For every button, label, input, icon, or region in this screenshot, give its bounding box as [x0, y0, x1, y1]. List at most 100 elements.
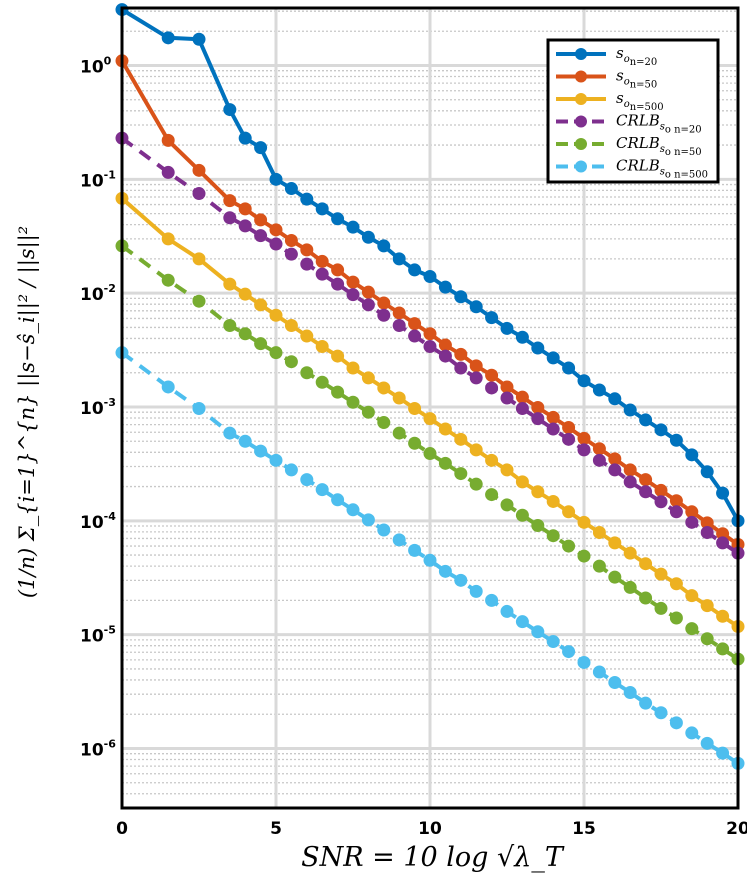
data-point [223, 277, 237, 291]
data-point [161, 380, 175, 394]
data-point [639, 413, 653, 427]
data-point [639, 591, 653, 605]
data-point [669, 716, 683, 730]
data-point [469, 584, 483, 598]
series-layer [115, 3, 745, 770]
data-point [161, 165, 175, 179]
data-point [716, 609, 730, 623]
data-point [546, 529, 560, 543]
data-point [469, 477, 483, 491]
legend-label: son=50 [616, 67, 657, 91]
data-point [654, 706, 668, 720]
data-point [423, 447, 437, 461]
data-point [269, 237, 283, 251]
data-point [685, 515, 699, 529]
data-point [485, 593, 499, 607]
data-point [223, 426, 237, 440]
data-point [592, 559, 606, 573]
data-point [346, 288, 360, 302]
data-point [623, 580, 637, 594]
y-tick-label: 10-4 [80, 510, 116, 533]
data-point [515, 401, 529, 415]
series-4 [115, 131, 745, 560]
data-point [562, 505, 576, 519]
data-point [716, 746, 730, 760]
data-point [269, 346, 283, 360]
y-tick-label: 10-1 [80, 168, 116, 191]
data-point [346, 275, 360, 289]
data-point [562, 539, 576, 553]
data-point [331, 277, 345, 291]
data-point [562, 645, 576, 659]
y-tick-label: 10-5 [80, 624, 116, 647]
data-point [669, 577, 683, 591]
legend-entry: son=20 [556, 44, 657, 68]
data-point [346, 503, 360, 517]
data-point [531, 341, 545, 355]
data-point [161, 232, 175, 246]
data-point [546, 410, 560, 424]
data-point [238, 219, 252, 233]
data-point [669, 494, 683, 508]
data-point [269, 223, 283, 237]
x-tick-label: 5 [270, 819, 282, 839]
data-point [346, 395, 360, 409]
plot-frame [120, 6, 740, 810]
y-tick-label: 100 [80, 55, 112, 78]
data-point [515, 615, 529, 629]
data-point [408, 543, 422, 557]
data-point [654, 483, 668, 497]
data-point [654, 601, 668, 615]
y-tick-label: 10-6 [80, 737, 116, 760]
legend-marker [575, 138, 587, 150]
legend-label: son=20 [616, 44, 657, 68]
data-point [223, 318, 237, 332]
legend-marker [575, 70, 587, 83]
data-point [377, 381, 391, 395]
data-point [315, 375, 329, 389]
data-point [669, 433, 683, 447]
data-point [500, 463, 514, 477]
x-tick-label: 20 [726, 819, 747, 839]
data-point [331, 263, 345, 277]
data-point [454, 432, 468, 446]
data-point [331, 212, 345, 226]
data-point [223, 211, 237, 225]
data-point [700, 465, 714, 479]
data-point [423, 327, 437, 341]
data-point [269, 172, 283, 186]
data-point [192, 32, 206, 46]
data-point [485, 381, 499, 395]
data-point [485, 488, 499, 502]
data-point [392, 533, 406, 547]
data-point [608, 570, 622, 584]
legend-label: son=500 [616, 89, 664, 113]
data-point [608, 536, 622, 550]
data-point [408, 317, 422, 331]
data-point [300, 329, 314, 343]
data-point [685, 505, 699, 519]
data-point [254, 337, 268, 351]
data-point [192, 294, 206, 308]
legend-entry: son=500 [556, 89, 664, 113]
data-point [469, 371, 483, 385]
data-point [500, 498, 514, 512]
data-point [700, 736, 714, 750]
data-point [284, 463, 298, 477]
data-point [562, 421, 576, 435]
data-point [531, 625, 545, 639]
data-point [161, 273, 175, 287]
data-point [438, 280, 452, 294]
data-point [500, 380, 514, 394]
data-point [577, 549, 591, 563]
data-point [269, 453, 283, 467]
data-point [284, 234, 298, 248]
data-point [438, 564, 452, 578]
series-5 [115, 239, 745, 666]
data-point [639, 696, 653, 710]
data-point [546, 422, 560, 436]
data-point [315, 254, 329, 268]
data-point [392, 426, 406, 440]
data-point [284, 182, 298, 196]
